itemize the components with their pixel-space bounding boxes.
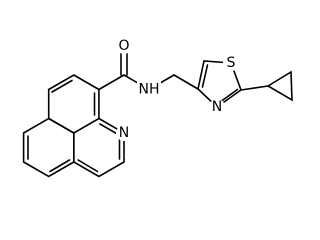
atom-label: NH [139, 82, 160, 98]
atom-label: N [212, 99, 222, 115]
atom-label: N [119, 125, 129, 141]
molecule-diagram: O NH S N N [22, 38, 293, 178]
bonds [22, 45, 293, 178]
atom-label: O [118, 38, 129, 54]
atom-label: S [227, 55, 236, 71]
atom-labels: O NH S N N [116, 38, 239, 141]
